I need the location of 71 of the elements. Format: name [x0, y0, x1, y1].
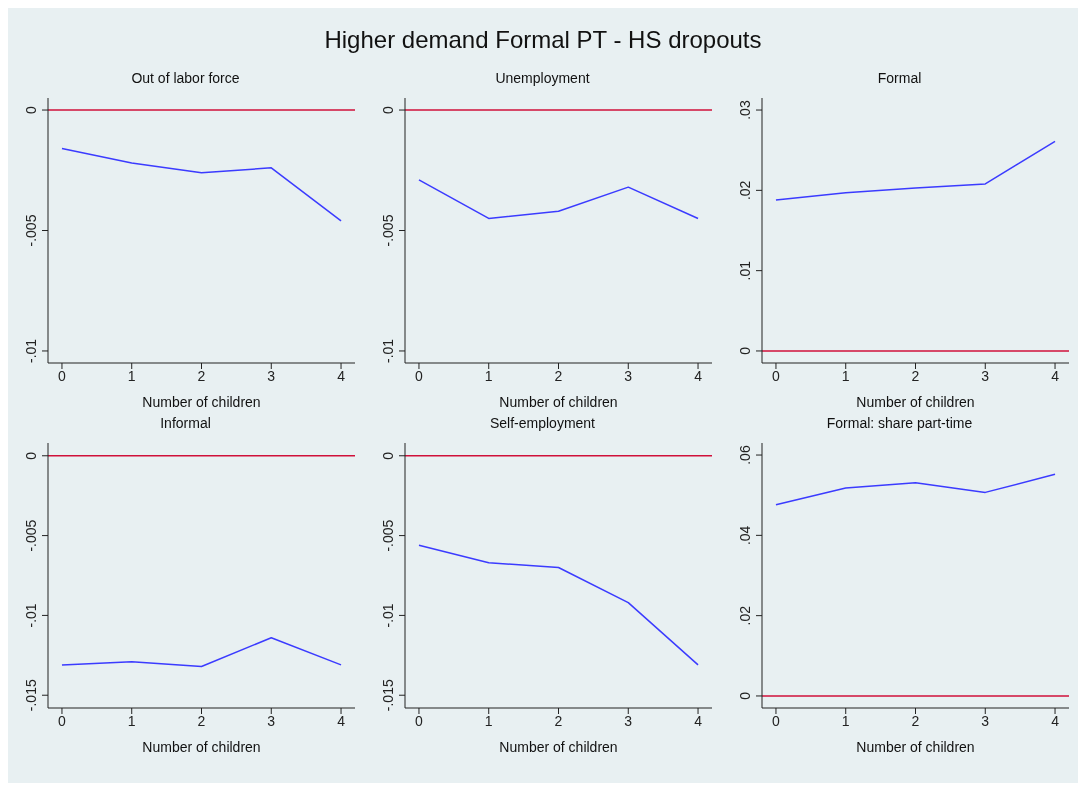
x-axis-title: Number of children	[856, 394, 975, 410]
x-tick-label: 2	[554, 367, 563, 384]
x-tick-label: 2	[911, 367, 920, 384]
x-tick-label: 1	[841, 367, 850, 384]
y-tick-label: .03	[737, 100, 753, 120]
y-tick-label: -.01	[380, 338, 396, 364]
x-tick-label: 4	[694, 712, 703, 729]
y-tick-label: 0	[23, 105, 39, 114]
y-tick-label: -.005	[23, 519, 39, 552]
x-tick-label: 4	[694, 367, 703, 384]
x-tick-label: 3	[624, 367, 633, 384]
y-tick-label: 0	[380, 451, 396, 460]
y-tick-label: -.01	[380, 603, 396, 628]
x-tick-label: 3	[267, 367, 276, 384]
x-tick-label: 0	[772, 712, 781, 729]
y-tick-label: -.005	[380, 519, 396, 552]
line-series	[61, 637, 342, 668]
x-tick-label: 0	[58, 367, 67, 384]
line-series	[418, 179, 699, 220]
y-tick-label: 0	[737, 691, 753, 700]
line-series	[775, 140, 1056, 201]
y-tick-label: .02	[737, 605, 753, 626]
x-tick-label: 1	[127, 712, 136, 729]
y-tick-label: .02	[737, 180, 753, 201]
chart-title: Self-employment	[488, 415, 596, 433]
x-tick-label: 0	[58, 712, 67, 729]
y-tick-label: -.015	[23, 679, 39, 712]
x-tick-label: 4	[1051, 367, 1060, 384]
x-tick-label: 2	[197, 712, 206, 729]
x-tick-label: 0	[772, 367, 781, 384]
text: Higher demand Formal PT - HS dropouts	[323, 25, 763, 55]
x-axis-title: Number of children	[499, 739, 618, 755]
x-tick-label: 1	[484, 367, 493, 384]
x-axis-title: Number of children	[142, 739, 261, 755]
chart-title: Unemployment	[494, 70, 591, 88]
line-series	[775, 473, 1056, 506]
x-axis-title: Number of children	[856, 739, 975, 755]
y-tick-label: .01	[737, 260, 753, 281]
x-tick-label: 2	[197, 367, 206, 384]
x-tick-label: 3	[267, 712, 276, 729]
line-series	[61, 147, 342, 222]
y-tick-label: -.005	[380, 214, 396, 247]
chart-title: Formal	[876, 70, 923, 88]
y-tick-label: 0	[23, 451, 39, 460]
chart-title: Out of labor force	[130, 70, 241, 88]
x-tick-label: 3	[981, 367, 990, 384]
x-tick-label: 0	[415, 712, 424, 729]
chart-title: Informal	[159, 415, 212, 433]
y-tick-label: 0	[737, 346, 753, 355]
x-tick-label: 4	[1051, 712, 1060, 729]
chart-title: Formal: share part-time	[825, 415, 974, 433]
x-tick-label: 1	[841, 712, 850, 729]
x-tick-label: 2	[554, 712, 563, 729]
x-tick-label: 2	[911, 712, 920, 729]
line-series	[418, 544, 699, 666]
y-tick-label: -.005	[23, 214, 39, 247]
x-axis-title: Number of children	[142, 394, 261, 410]
x-tick-label: 4	[337, 712, 346, 729]
y-tick-label: -.015	[380, 679, 396, 712]
y-tick-label: -.01	[23, 603, 39, 628]
y-tick-label: .04	[737, 525, 753, 546]
x-tick-label: 3	[981, 712, 990, 729]
y-tick-label: .06	[737, 445, 753, 465]
x-tick-label: 1	[127, 367, 136, 384]
y-tick-label: 0	[380, 105, 396, 114]
x-tick-label: 1	[484, 712, 493, 729]
x-tick-label: 4	[337, 367, 346, 384]
x-tick-label: 3	[624, 712, 633, 729]
y-tick-label: -.01	[23, 338, 39, 364]
x-axis-title: Number of children	[499, 394, 618, 410]
x-tick-label: 0	[415, 367, 424, 384]
